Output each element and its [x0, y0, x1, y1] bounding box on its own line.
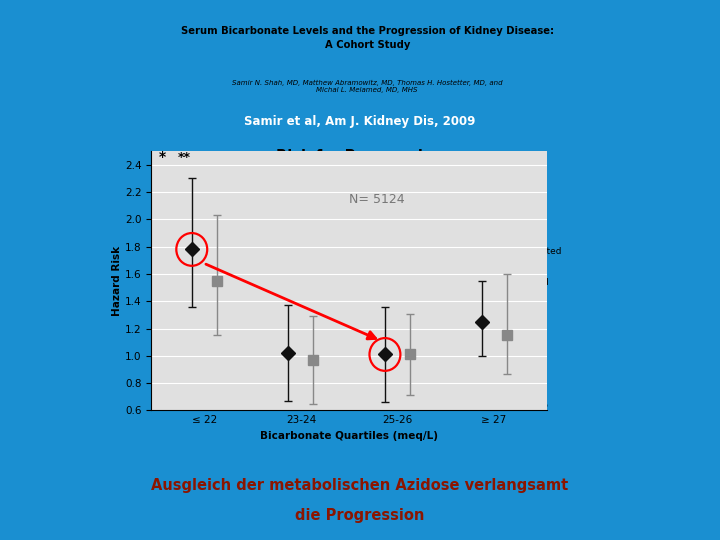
Text: N= 5124: N= 5124 [349, 193, 405, 206]
Text: Ausgleich der metabolischen Azidose verlangsamt: Ausgleich der metabolischen Azidose verl… [151, 478, 569, 493]
Text: Unadjusted: Unadjusted [510, 247, 562, 256]
Text: * p<0.001: * p<0.001 [498, 370, 544, 380]
Text: **: ** [179, 151, 192, 164]
Text: Samir et al, Am J. Kidney Dis, 2009: Samir et al, Am J. Kidney Dis, 2009 [244, 115, 476, 128]
Text: Adjusted: Adjusted [510, 278, 550, 287]
Text: die Progression: die Progression [295, 508, 425, 523]
Y-axis label: Hazard Risk: Hazard Risk [112, 246, 122, 316]
Text: *: * [159, 150, 166, 164]
X-axis label: Bicarbonate Quartiles (meq/L): Bicarbonate Quartiles (meq/L) [260, 431, 438, 441]
Text: Risk for Progression: Risk for Progression [276, 149, 444, 164]
Text: ** p=0.006: ** p=0.006 [498, 401, 549, 410]
Text: Samir N. Shah, MD, Matthew Abramowitz, MD, Thomas H. Hostetter, MD, and
Michal L: Samir N. Shah, MD, Matthew Abramowitz, M… [232, 80, 503, 93]
Text: Serum Bicarbonate Levels and the Progression of Kidney Disease:
A Cohort Study: Serum Bicarbonate Levels and the Progres… [181, 26, 554, 50]
